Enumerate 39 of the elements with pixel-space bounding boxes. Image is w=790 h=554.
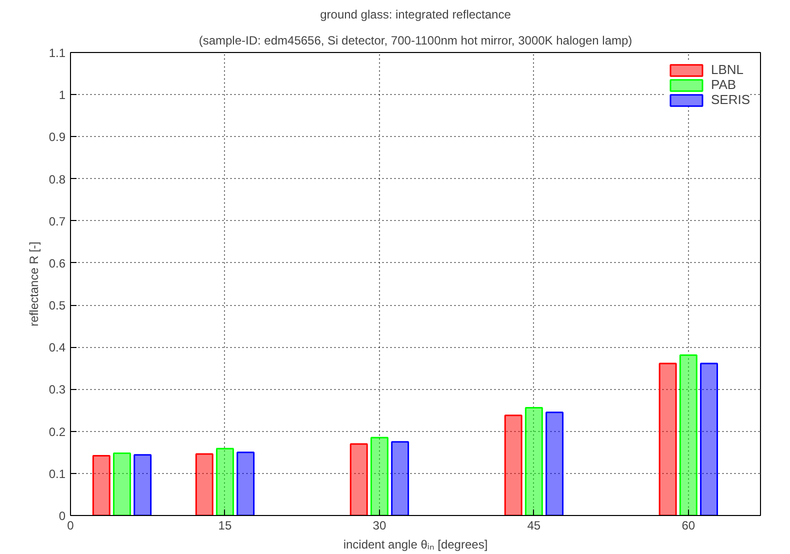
- x-tick-label: 45: [527, 518, 541, 532]
- bar: [236, 452, 255, 516]
- y-tick-label: 0.2: [48, 424, 66, 439]
- y-tick-label: 0.3: [48, 382, 66, 397]
- bar: [546, 412, 564, 516]
- y-tick-label: 0.9: [48, 130, 66, 144]
- x-tick-label: 60: [682, 518, 696, 532]
- bar: [679, 354, 698, 516]
- bar: [216, 448, 234, 516]
- chart-subtitle: (sample-ID: edm45656, Si detector, 700-1100nm hot mirror, 3000K halogen lamp): [198, 34, 632, 48]
- x-tick-label: 30: [372, 518, 386, 532]
- y-tick-label: 0.6: [48, 256, 66, 270]
- bar: [134, 454, 152, 516]
- legend-label: SERIS: [710, 92, 750, 107]
- bar: [195, 453, 214, 516]
- y-tick-label: 0.1: [48, 466, 66, 481]
- chart-title: ground glass: integrated reflectance: [320, 8, 512, 22]
- y-tick-label: 0.7: [48, 214, 66, 228]
- x-tick-label: 0: [67, 518, 74, 532]
- bar: [391, 441, 410, 516]
- x-tick-label: 15: [218, 518, 232, 532]
- bar: [113, 452, 131, 516]
- bar: [92, 454, 110, 516]
- legend-label: LBNL: [710, 62, 744, 77]
- bar: [370, 436, 388, 516]
- bar: [700, 362, 718, 516]
- y-tick-label: 0: [58, 509, 66, 523]
- bar: [350, 443, 368, 516]
- y-tick-label: 1: [58, 88, 66, 102]
- bar: [658, 362, 677, 516]
- y-tick-label: 1.1: [48, 46, 66, 60]
- bar: [504, 414, 522, 516]
- y-axis-title: reflectance R [-]: [26, 242, 41, 326]
- y-tick-label: 0.8: [48, 172, 66, 186]
- x-axis-title: incident angle θᵢₙ [degrees]: [343, 538, 488, 552]
- y-tick-label: 0.5: [48, 298, 66, 313]
- y-tick-label: 0.4: [48, 340, 66, 355]
- bar: [524, 406, 543, 516]
- legend-label: PAB: [710, 77, 736, 92]
